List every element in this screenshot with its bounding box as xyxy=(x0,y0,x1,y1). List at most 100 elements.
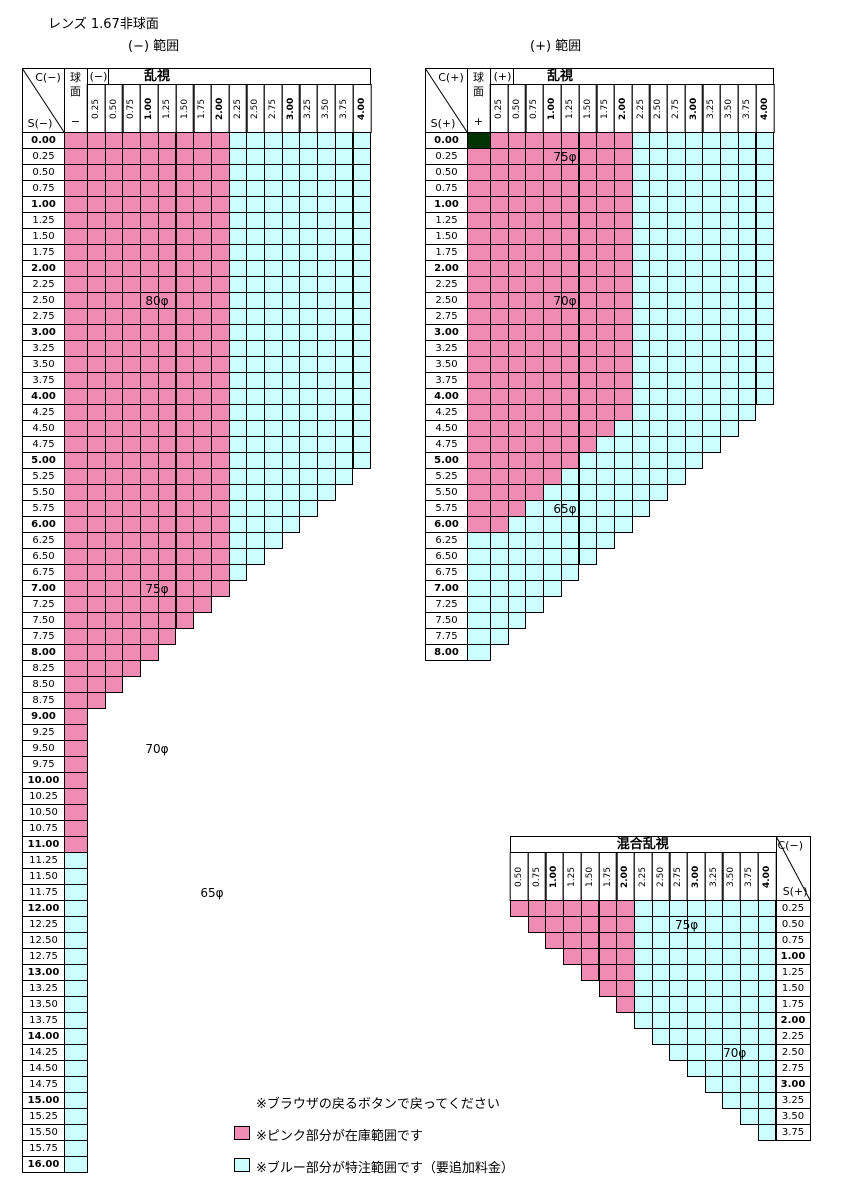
grid-cell xyxy=(578,452,598,469)
sph-value: 6.75 xyxy=(22,564,65,581)
grid-cell xyxy=(596,516,615,533)
grid-cell xyxy=(687,948,706,965)
grid-cell xyxy=(157,340,177,357)
sph-value: 0.50 xyxy=(22,164,65,181)
sph-cell xyxy=(64,836,88,853)
grid-cell xyxy=(210,212,230,229)
grid-cell xyxy=(684,148,704,165)
grid-cell xyxy=(228,196,248,213)
grid-cell xyxy=(352,420,372,437)
grid-cell xyxy=(122,612,142,629)
grid-cell xyxy=(87,260,106,277)
sph-value: 5.00 xyxy=(425,452,468,469)
grid-cell xyxy=(669,932,688,949)
grid-cell xyxy=(210,548,230,565)
sph-cell xyxy=(64,676,88,693)
grid-cell xyxy=(299,308,319,325)
grid-cell xyxy=(596,436,615,453)
grid-cell xyxy=(87,436,106,453)
grid-cell xyxy=(352,404,372,421)
grid-cell xyxy=(560,180,580,197)
grid-cell xyxy=(334,244,354,261)
grid-cell xyxy=(299,356,319,373)
grid-cell xyxy=(755,196,775,213)
grid-cell xyxy=(722,980,742,997)
grid-cell xyxy=(757,980,777,997)
grid-cell xyxy=(334,148,354,165)
grid-cell xyxy=(175,548,195,565)
sph-value: 0.25 xyxy=(775,900,811,917)
grid-cell xyxy=(246,372,265,389)
grid-cell xyxy=(87,468,106,485)
zone-label-80: 80φ xyxy=(145,294,169,308)
grid-cell xyxy=(264,532,283,549)
grid-cell xyxy=(755,388,775,405)
grid-cell xyxy=(613,292,633,309)
sphere-header-1: 球 xyxy=(70,71,81,84)
grid-cell xyxy=(299,500,319,517)
grid-cell xyxy=(543,340,562,357)
grid-cell xyxy=(631,196,651,213)
grid-cell xyxy=(722,996,742,1013)
grid-cell xyxy=(193,228,212,245)
grid-cell xyxy=(525,580,545,597)
cyl-header: 4.00 xyxy=(755,84,775,133)
grid-cell xyxy=(755,132,775,149)
grid-cell xyxy=(598,932,618,949)
grid-cell xyxy=(157,612,177,629)
sph-cell xyxy=(64,1028,88,1045)
grid-cell xyxy=(104,212,124,229)
grid-cell xyxy=(507,532,527,549)
grid-cell xyxy=(684,228,704,245)
grid-cell xyxy=(228,228,248,245)
grid-cell xyxy=(684,308,704,325)
grid-cell xyxy=(140,452,159,469)
grid-cell xyxy=(210,404,230,421)
grid-cell xyxy=(596,244,615,261)
grid-cell xyxy=(193,388,212,405)
grid-cell xyxy=(122,532,142,549)
cyl-header: 1.25 xyxy=(157,84,177,133)
grid-cell xyxy=(175,260,195,277)
grid-cell xyxy=(525,212,545,229)
sph-value: 3.75 xyxy=(425,372,468,389)
grid-cell xyxy=(122,500,142,517)
grid-cell xyxy=(317,404,336,421)
sph-cell xyxy=(64,804,88,821)
grid-cell xyxy=(507,516,527,533)
grid-cell xyxy=(543,564,562,581)
sph-value: 1.00 xyxy=(775,948,811,965)
grid-cell xyxy=(281,228,301,245)
grid-cell xyxy=(299,324,319,341)
grid-cell xyxy=(755,260,775,277)
sph-value: 13.25 xyxy=(22,980,65,997)
grid-cell xyxy=(525,164,545,181)
grid-cell xyxy=(702,308,722,325)
grid-cell xyxy=(157,420,177,437)
grid-cell xyxy=(140,324,159,341)
grid-cell xyxy=(104,676,124,693)
grid-cell xyxy=(737,260,757,277)
grid-cell xyxy=(140,132,159,149)
grid-cell xyxy=(281,452,301,469)
grid-cell xyxy=(596,276,615,293)
grid-cell xyxy=(720,228,739,245)
grid-cell xyxy=(525,340,545,357)
grid-cell xyxy=(334,420,354,437)
sph-cell xyxy=(64,980,88,997)
grid-cell xyxy=(104,500,124,517)
grid-cell xyxy=(104,596,124,613)
sph-value: 3.75 xyxy=(775,1124,811,1141)
grid-cell xyxy=(228,164,248,181)
grid-cell xyxy=(560,532,580,549)
grid-cell xyxy=(755,148,775,165)
grid-cell xyxy=(740,916,759,933)
grid-cell xyxy=(334,228,354,245)
grid-cell xyxy=(334,436,354,453)
sph-value: 2.75 xyxy=(22,308,65,325)
grid-cell xyxy=(613,148,633,165)
grid-cell xyxy=(631,228,651,245)
grid-cell xyxy=(317,468,336,485)
grid-cell xyxy=(140,628,159,645)
grid-cell xyxy=(281,308,301,325)
